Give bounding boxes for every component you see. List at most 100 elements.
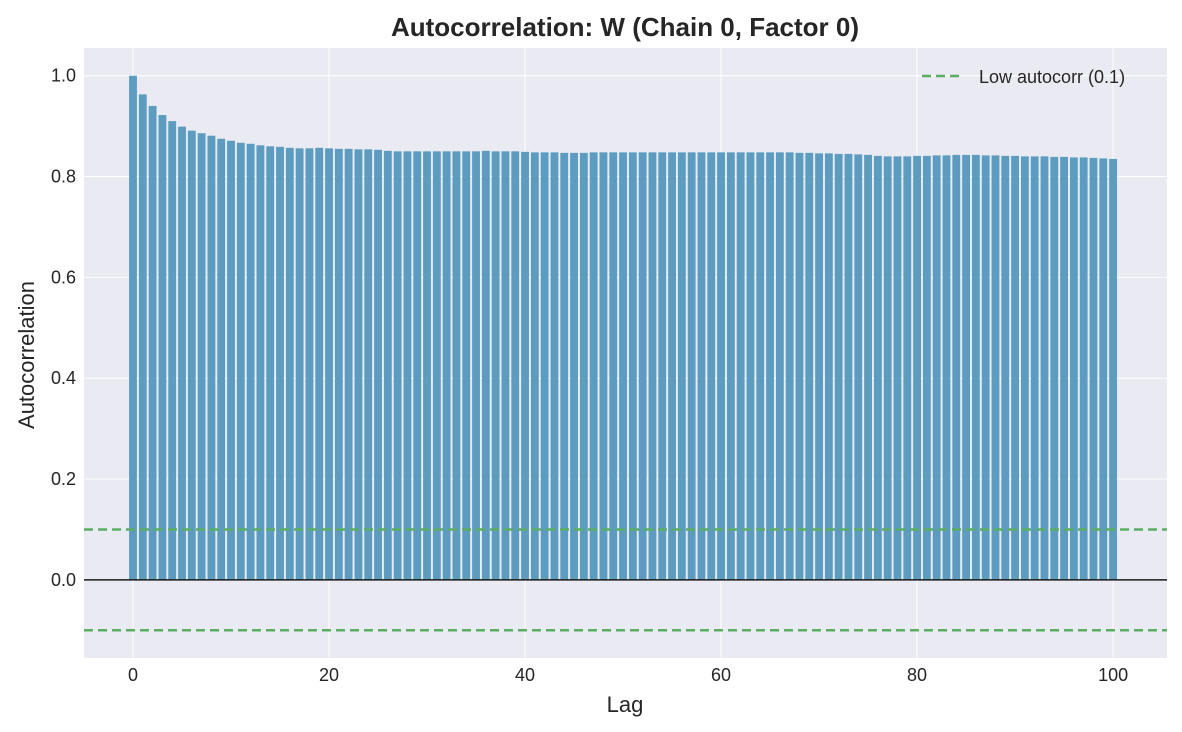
bar-lag-32 xyxy=(442,151,451,580)
bar-lag-33 xyxy=(452,151,461,580)
bar-lag-30 xyxy=(423,151,431,580)
bar-lag-40 xyxy=(521,151,529,580)
bar-lag-39 xyxy=(511,151,520,580)
bar-lag-10 xyxy=(227,140,235,580)
bar-lag-3 xyxy=(158,115,167,580)
x-tick-label: 60 xyxy=(711,665,731,685)
y-tick-label: 0.2 xyxy=(51,469,76,489)
bar-lag-96 xyxy=(1069,157,1078,580)
bar-lag-73 xyxy=(844,153,853,580)
bar-lag-80 xyxy=(913,155,921,580)
bar-lag-78 xyxy=(893,156,902,580)
y-axis-ticks: 0.0 0.2 0.4 0.6 0.8 1.0 xyxy=(51,66,76,590)
y-tick-label: 0.4 xyxy=(51,368,76,388)
bar-lag-11 xyxy=(236,142,245,580)
bar-lag-8 xyxy=(207,135,216,580)
bar-lag-98 xyxy=(1089,157,1098,580)
bar-lag-55 xyxy=(668,152,676,580)
bar-lag-13 xyxy=(256,145,265,580)
x-tick-label: 100 xyxy=(1098,665,1128,685)
bar-lag-95 xyxy=(1060,156,1069,580)
bar-lag-85 xyxy=(962,154,970,580)
bar-lag-91 xyxy=(1020,156,1029,580)
bar-lag-44 xyxy=(560,152,569,580)
bar-lag-12 xyxy=(246,143,255,580)
bar-lag-92 xyxy=(1030,156,1039,580)
bar-lag-29 xyxy=(413,151,422,580)
bar-lag-75 xyxy=(864,154,872,580)
bar-lag-60 xyxy=(717,152,725,580)
bar-lag-22 xyxy=(344,148,353,580)
bar-lag-77 xyxy=(883,156,892,580)
bar-lag-35 xyxy=(472,151,480,580)
bar-lag-82 xyxy=(932,155,941,580)
bar-lag-69 xyxy=(805,152,814,580)
bar-lag-47 xyxy=(589,152,598,580)
bar-lag-27 xyxy=(393,151,402,580)
bar-lag-94 xyxy=(1050,156,1059,580)
bar-lag-84 xyxy=(952,154,961,580)
bar-lag-28 xyxy=(403,151,412,580)
bar-lag-37 xyxy=(491,151,500,580)
bar-lag-2 xyxy=(148,105,157,580)
bar-lag-90 xyxy=(1011,155,1020,580)
bar-lag-61 xyxy=(726,152,735,580)
bar-lag-50 xyxy=(619,152,627,580)
bar-lag-21 xyxy=(334,148,343,580)
y-axis-label: Autocorrelation xyxy=(14,281,39,429)
bar-lag-58 xyxy=(697,152,706,580)
bar-lag-20 xyxy=(325,148,333,580)
bar-lag-36 xyxy=(481,150,490,580)
bar-lag-31 xyxy=(432,151,441,580)
bar-lag-79 xyxy=(903,156,912,580)
y-tick-label: 1.0 xyxy=(51,66,76,86)
bar-lag-43 xyxy=(550,152,559,580)
bar-lag-45 xyxy=(570,152,578,580)
bar-lag-57 xyxy=(687,152,696,580)
bar-lag-14 xyxy=(266,146,275,580)
bar-lag-87 xyxy=(981,155,990,580)
bar-lag-66 xyxy=(775,152,784,580)
bar-lag-65 xyxy=(766,152,774,580)
legend: Low autocorr (0.1) xyxy=(922,67,1125,87)
bar-lag-52 xyxy=(638,152,647,580)
bar-lag-70 xyxy=(815,153,823,580)
bar-lag-97 xyxy=(1079,157,1088,580)
bar-lag-5 xyxy=(178,126,186,580)
bar-lag-99 xyxy=(1099,158,1108,580)
bar-lag-41 xyxy=(530,152,539,580)
bar-lag-34 xyxy=(462,151,471,580)
bar-lag-62 xyxy=(736,152,745,580)
bar-lag-63 xyxy=(746,152,755,580)
bar-lag-72 xyxy=(834,153,843,580)
bar-lag-67 xyxy=(785,152,794,580)
bar-lag-49 xyxy=(609,152,618,580)
bar-lag-18 xyxy=(305,148,314,580)
bar-lag-25 xyxy=(374,149,382,580)
bar-lag-1 xyxy=(138,94,147,580)
bar-lag-89 xyxy=(1001,155,1010,580)
bar-lag-42 xyxy=(540,152,549,580)
x-tick-label: 80 xyxy=(907,665,927,685)
y-tick-label: 0.6 xyxy=(51,267,76,287)
bar-lag-59 xyxy=(707,152,716,580)
bar-lag-71 xyxy=(824,153,833,580)
bar-lag-76 xyxy=(873,155,882,580)
y-tick-label: 0.0 xyxy=(51,570,76,590)
x-tick-label: 40 xyxy=(515,665,535,685)
bar-lag-93 xyxy=(1040,156,1049,580)
bar-lag-88 xyxy=(991,155,1000,580)
x-tick-label: 20 xyxy=(319,665,339,685)
bar-lag-68 xyxy=(795,152,804,580)
bar-lag-64 xyxy=(756,152,765,580)
y-tick-label: 0.8 xyxy=(51,167,76,187)
bar-lag-19 xyxy=(315,147,324,580)
bar-lag-38 xyxy=(501,151,510,580)
bar-lag-100 xyxy=(1109,158,1118,580)
bar-lag-83 xyxy=(942,155,951,580)
bar-lag-74 xyxy=(854,154,863,580)
bar-lag-16 xyxy=(285,147,294,580)
bars xyxy=(129,75,1118,580)
bar-lag-26 xyxy=(383,150,392,580)
